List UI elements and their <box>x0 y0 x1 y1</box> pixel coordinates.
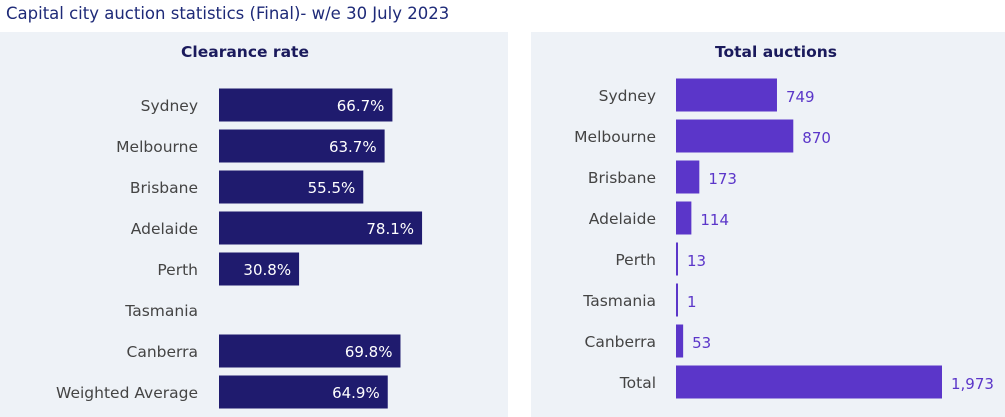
auctions-bar-melbourne <box>676 119 794 153</box>
auctions-bar-canberra <box>676 324 684 358</box>
clearance-category-melbourne: Melbourne <box>116 138 198 156</box>
clearance-bar-sydney <box>219 88 393 122</box>
clearance-bar-melbourne <box>219 129 385 163</box>
auctions-value-label-adelaide: 114 <box>700 211 729 229</box>
auctions-category-brisbane: Brisbane <box>588 169 656 187</box>
auctions-value-label-brisbane: 173 <box>708 170 737 188</box>
auctions-bar-brisbane <box>676 160 700 194</box>
auctions-category-melbourne: Melbourne <box>574 128 656 146</box>
auctions-bar-perth <box>676 242 678 276</box>
clearance-value-label-melbourne: 63.7% <box>329 138 377 156</box>
clearance-bar-perth <box>219 252 300 286</box>
total-auctions-chart: Total auctions Sydney 749 Melbourne 870 Bris… <box>574 43 994 399</box>
auctions-bar-adelaide <box>676 201 692 235</box>
clearance-rate-title: Clearance rate <box>181 43 309 61</box>
page-title: Capital city auction statistics (Final)-… <box>6 4 450 23</box>
auctions-bar-tasmania <box>676 283 678 317</box>
total-auctions-panel: Total auctions Sydney 749 Melbourne 870 Bris… <box>531 32 1005 417</box>
clearance-value-label-brisbane: 55.5% <box>308 179 356 197</box>
clearance-category-sydney: Sydney <box>141 97 198 115</box>
clearance-rate-chart: Clearance rate Sydney 66.7% Melbourne 63.7%… <box>56 43 423 409</box>
clearance-rate-panel: Clearance rate Sydney 66.7% Melbourne 63.7%… <box>0 32 508 417</box>
clearance-value-label-sydney: 66.7% <box>337 97 385 115</box>
clearance-category-brisbane: Brisbane <box>130 179 198 197</box>
clearance-category-weighted-average: Weighted Average <box>56 384 198 402</box>
clearance-bar-canberra <box>219 334 401 368</box>
total-auctions-title: Total auctions <box>715 43 837 61</box>
auctions-value-label-canberra: 53 <box>692 334 711 352</box>
auctions-category-tasmania: Tasmania <box>582 292 656 310</box>
clearance-value-label-adelaide: 78.1% <box>366 220 414 238</box>
clearance-category-adelaide: Adelaide <box>131 220 198 238</box>
clearance-category-tasmania: Tasmania <box>124 302 198 320</box>
auctions-value-label-total: 1,973 <box>951 375 994 393</box>
auctions-category-adelaide: Adelaide <box>589 210 656 228</box>
auctions-bar-total <box>676 365 942 399</box>
clearance-bar-adelaide <box>219 211 423 245</box>
auctions-category-canberra: Canberra <box>585 333 657 351</box>
clearance-value-label-canberra: 69.8% <box>345 343 393 361</box>
auctions-value-label-perth: 13 <box>687 252 706 270</box>
clearance-value-label-weighted-average: 64.9% <box>332 384 380 402</box>
auctions-category-total: Total <box>619 374 656 392</box>
clearance-bar-brisbane <box>219 170 364 204</box>
clearance-value-label-perth: 30.8% <box>243 261 291 279</box>
clearance-category-perth: Perth <box>157 261 198 279</box>
auctions-value-label-tasmania: 1 <box>687 293 697 311</box>
clearance-bar-weighted-average <box>219 375 388 409</box>
auctions-value-label-melbourne: 870 <box>802 129 831 147</box>
auctions-bar-sydney <box>676 78 777 112</box>
auctions-category-perth: Perth <box>615 251 656 269</box>
auctions-category-sydney: Sydney <box>599 87 656 105</box>
clearance-category-canberra: Canberra <box>127 343 199 361</box>
auctions-value-label-sydney: 749 <box>786 88 815 106</box>
